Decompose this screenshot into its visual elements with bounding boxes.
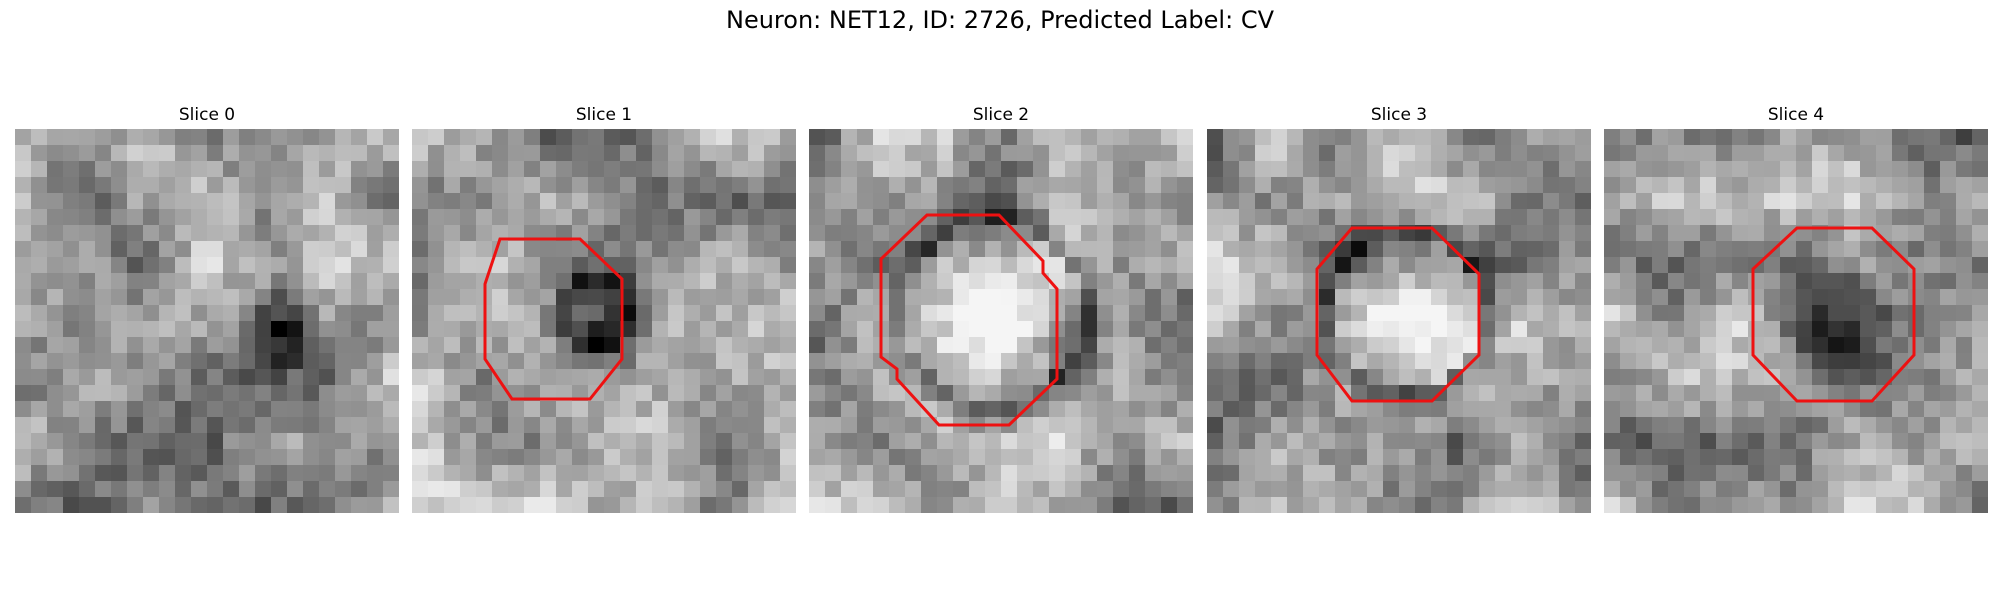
slice-panel-4: Slice 4	[1604, 105, 1988, 513]
slice-panel-2: Slice 2	[809, 105, 1193, 513]
slice-image	[15, 129, 399, 513]
slice-image-frame	[809, 129, 1193, 513]
roi-contour	[809, 129, 1193, 513]
slice-title: Slice 4	[1604, 105, 1988, 129]
figure-title: Neuron: NET12, ID: 2726, Predicted Label…	[0, 6, 2000, 34]
roi-contour	[412, 129, 796, 513]
slice-image-frame	[412, 129, 796, 513]
slice-image-frame	[1207, 129, 1591, 513]
slice-panel-0: Slice 0	[15, 105, 399, 513]
roi-contour	[1207, 129, 1591, 513]
slice-image-frame	[15, 129, 399, 513]
roi-contour	[1604, 129, 1988, 513]
slice-image-frame	[1604, 129, 1988, 513]
slice-panel-1: Slice 1	[412, 105, 796, 513]
slice-title: Slice 1	[412, 105, 796, 129]
slice-title: Slice 2	[809, 105, 1193, 129]
slice-panel-3: Slice 3	[1207, 105, 1591, 513]
slice-title: Slice 3	[1207, 105, 1591, 129]
slice-title: Slice 0	[15, 105, 399, 129]
